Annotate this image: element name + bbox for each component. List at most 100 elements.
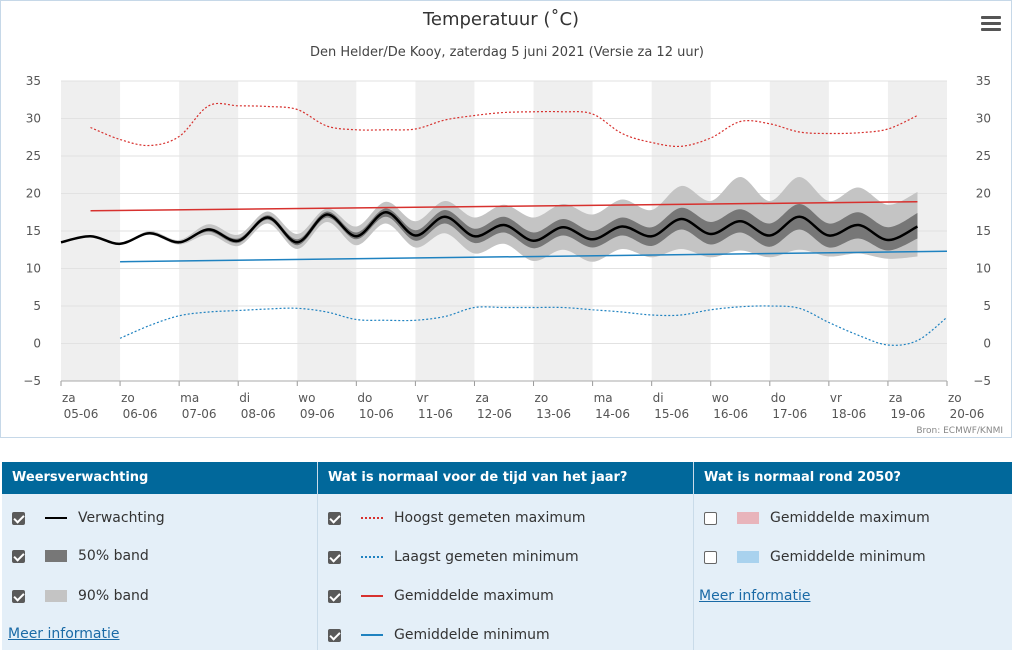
x-tick-label-date: 14-06	[595, 407, 630, 421]
legend-group-title: Weersverwachting	[2, 462, 317, 494]
x-tick-label-day: zo	[121, 391, 135, 405]
legend-group-title: Wat is normaal voor de tijd van het jaar…	[318, 462, 693, 494]
series-hoogst-gemeten-maximum	[90, 102, 918, 148]
x-tick-label-day: di	[239, 391, 250, 405]
series-gemiddelde-minimum	[120, 250, 948, 263]
legend-item-label: 50% band	[78, 548, 149, 564]
series-laagst-gemeten-minimum	[119, 305, 948, 346]
x-tick-label-day: ma	[594, 391, 613, 405]
x-tick-label-date: 17-06	[772, 407, 807, 421]
x-tick-label-day: zo	[535, 391, 549, 405]
chart-credits: Bron: ECMWF/KNMI	[916, 426, 1003, 436]
x-tick-label-day: za	[475, 391, 489, 405]
legend-item-gemiddelde-minimum[interactable]: Gemiddelde minimum	[318, 624, 550, 646]
y-tick-label-right: 35	[976, 74, 991, 88]
swatch-block-icon	[737, 512, 759, 524]
swatch-line-icon	[45, 517, 67, 519]
legend-item-50-band[interactable]: 50% band	[2, 545, 149, 567]
y-tick-label-right: −5	[973, 374, 991, 388]
x-tick-label-date: 19-06	[890, 407, 925, 421]
swatch-dotted-icon	[361, 556, 383, 558]
y-tick-label-left: 0	[33, 337, 41, 351]
x-tick-label-date: 12-06	[477, 407, 512, 421]
legend-item-2050-gemiddelde-minimum[interactable]: Gemiddelde minimum	[694, 546, 926, 568]
y-tick-label-right: 10	[976, 262, 991, 276]
checkbox-hoogst-gemeten-maximum[interactable]	[328, 511, 341, 525]
legend-item-90-band[interactable]: 90% band	[2, 585, 149, 607]
y-tick-label-right: 30	[976, 112, 991, 126]
y-tick-label-left: 35	[26, 74, 41, 88]
x-tick-label-date: 08-06	[241, 407, 276, 421]
y-tick-label-left: −5	[23, 374, 41, 388]
legend-panel: Weersverwachting Verwachting 50% band 90…	[2, 462, 1012, 650]
legend-group-2050: Wat is normaal rond 2050? Gemiddelde max…	[694, 462, 1012, 650]
legend-item-label: Gemiddelde maximum	[770, 510, 930, 526]
y-tick-label-left: 5	[33, 299, 41, 313]
x-tick-label-day: ma	[180, 391, 199, 405]
x-tick-label-day: do	[771, 391, 786, 405]
x-tick-label-date: 20-06	[950, 407, 985, 421]
legend-item-verwachting[interactable]: Verwachting	[2, 507, 165, 529]
legend-item-label: Gemiddelde minimum	[394, 627, 550, 643]
legend-item-label: Gemiddelde maximum	[394, 588, 554, 604]
x-tick-label-day: do	[357, 391, 372, 405]
y-tick-label-right: 5	[983, 299, 991, 313]
x-tick-label-date: 18-06	[831, 407, 866, 421]
legend-item-laagst-gemeten-minimum[interactable]: Laagst gemeten minimum	[318, 546, 579, 568]
legend-item-hoogst-gemeten-maximum[interactable]: Hoogst gemeten maximum	[318, 507, 586, 529]
y-tick-label-right: 20	[976, 187, 991, 201]
temperature-chart: −5 −5 0 0 5 5 10 10 15 15 20 20 25 25 30 30 35 35 za 05-06 z…	[23, 74, 991, 421]
swatch-dotted-icon	[361, 517, 383, 519]
y-tick-label-right: 25	[976, 149, 991, 163]
series-verwachting	[60, 211, 919, 246]
x-tick-label-day: vr	[830, 391, 842, 405]
legend-item-2050-gemiddelde-maximum[interactable]: Gemiddelde maximum	[694, 507, 930, 529]
band-50-area	[61, 204, 918, 251]
legend-group-weersverwachting: Weersverwachting Verwachting 50% band 90…	[2, 462, 318, 650]
series-gemiddelde-maximum	[90, 201, 918, 212]
x-tick-label-day: za	[889, 391, 903, 405]
legend-group-normaal: Wat is normaal voor de tijd van het jaar…	[318, 462, 694, 650]
chart-subtitle: Den Helder/De Kooy, zaterdag 5 juni 2021…	[310, 45, 704, 60]
swatch-line-icon	[361, 634, 383, 636]
checkbox-2050-gemiddelde-minimum[interactable]	[704, 550, 717, 564]
x-tick-label-date: 10-06	[359, 407, 394, 421]
x-tick-label-day: wo	[298, 391, 315, 405]
x-tick-label-date: 15-06	[654, 407, 689, 421]
legend-item-gemiddelde-maximum[interactable]: Gemiddelde maximum	[318, 585, 554, 607]
checkbox-2050-gemiddelde-maximum[interactable]	[704, 511, 717, 525]
y-tick-label-right: 0	[983, 337, 991, 351]
swatch-block-icon	[45, 590, 67, 602]
x-tick-label-day: wo	[712, 391, 729, 405]
legend-item-label: Verwachting	[78, 510, 165, 526]
y-tick-label-left: 30	[26, 112, 41, 126]
x-tick-label-day: di	[653, 391, 664, 405]
y-tick-label-left: 20	[26, 187, 41, 201]
legend-item-label: Laagst gemeten minimum	[394, 549, 579, 565]
x-tick-label-date: 05-06	[64, 407, 99, 421]
y-tick-label-left: 15	[26, 224, 41, 238]
legend-item-label: 90% band	[78, 588, 149, 604]
swatch-line-icon	[361, 595, 383, 597]
chart-container: −5 −5 0 0 5 5 10 10 15 15 20 20 25 25 30 30 35 35 za 05-06 z…	[0, 0, 1012, 438]
swatch-block-icon	[737, 551, 759, 563]
checkbox-gemiddelde-maximum[interactable]	[328, 589, 341, 603]
x-tick-label-day: vr	[416, 391, 428, 405]
legend-item-label: Gemiddelde minimum	[770, 549, 926, 565]
chart-title: Temperatuur (˚C)	[422, 9, 580, 30]
y-tick-label-left: 25	[26, 149, 41, 163]
legend-group-title: Wat is normaal rond 2050?	[694, 462, 1012, 494]
checkbox-90-band[interactable]	[12, 589, 25, 603]
meer-informatie-link[interactable]: Meer informatie	[699, 588, 811, 604]
y-tick-label-left: 10	[26, 262, 41, 276]
checkbox-verwachting[interactable]	[12, 511, 25, 525]
meer-informatie-link[interactable]: Meer informatie	[8, 626, 120, 642]
x-tick-label-day: za	[62, 391, 76, 405]
x-tick-label-date: 07-06	[182, 407, 217, 421]
chart-menu-icon[interactable]	[981, 16, 1001, 32]
x-tick-label-date: 13-06	[536, 407, 571, 421]
checkbox-laagst-gemeten-minimum[interactable]	[328, 550, 341, 564]
x-tick-label-date: 16-06	[713, 407, 748, 421]
checkbox-gemiddelde-minimum[interactable]	[328, 628, 341, 642]
checkbox-50-band[interactable]	[12, 549, 25, 563]
